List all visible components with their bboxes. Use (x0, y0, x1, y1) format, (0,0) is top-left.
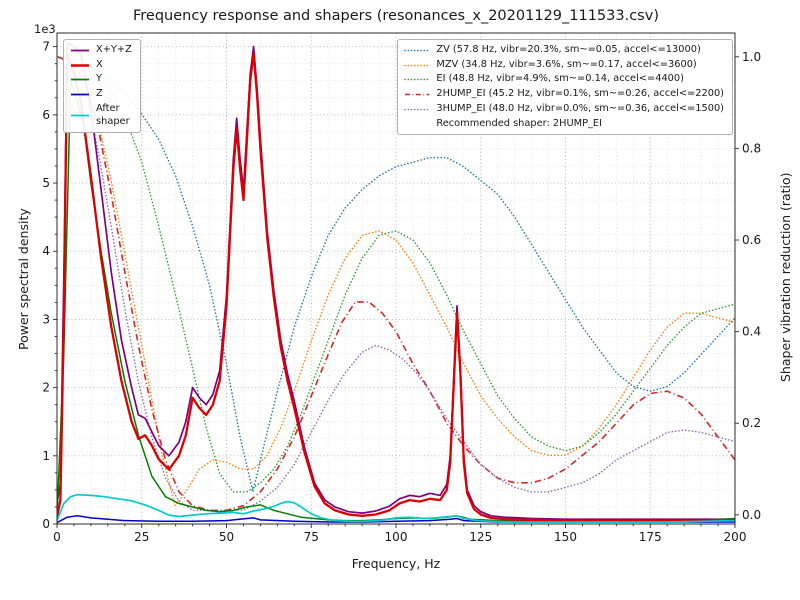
legend-item: 3HUMP_EI (48.0 Hz, vibr=0.0%, sm~=0.36, … (404, 103, 724, 116)
legend-item: X (70, 59, 132, 72)
chart-title: Frequency response and shapers (resonanc… (133, 8, 659, 24)
legend-psd: X+Y+Z X Y Z After shaper (63, 39, 141, 134)
svg-text:0.6: 0.6 (742, 233, 761, 247)
legend-item: Z (70, 88, 132, 101)
legend-label: EI (48.8 Hz, vibr=4.9%, sm~=0.14, accel<… (436, 73, 684, 85)
series-zv (57, 56, 735, 493)
legend-empty-sample (404, 119, 430, 130)
series-2hump-ei (57, 56, 735, 512)
svg-text:150: 150 (554, 530, 577, 544)
legend-line-sample (405, 93, 430, 96)
left-y-axis-label: Power spectral density (16, 208, 31, 350)
svg-text:6: 6 (42, 108, 50, 122)
series-y (57, 79, 735, 523)
svg-text:100: 100 (385, 530, 408, 544)
series-x (57, 52, 735, 522)
legend-line-sample (404, 49, 431, 52)
svg-text:50: 50 (219, 530, 234, 544)
legend-label: Recommended shaper: 2HUMP_EI (436, 117, 603, 129)
legend-item: ZV (57.8 Hz, vibr=20.3%, sm~=0.05, accel… (404, 44, 724, 57)
legend-item: After shaper (70, 103, 132, 128)
series-group (57, 42, 735, 524)
legend-line-sample (71, 49, 89, 52)
legend-label: Y (96, 73, 102, 85)
legend-line-sample (404, 108, 431, 111)
series-mzv (57, 56, 735, 507)
legend-note: Recommended shaper: 2HUMP_EI (404, 118, 724, 131)
legend-item: 2HUMP_EI (45.2 Hz, vibr=0.1%, sm~=0.26, … (404, 88, 724, 101)
legend-line-sample (404, 64, 431, 66)
legend-item: MZV (34.8 Hz, vibr=3.6%, sm~=0.17, accel… (404, 59, 724, 72)
series-after-shaper (57, 493, 735, 523)
legend-label: MZV (34.8 Hz, vibr=3.6%, sm~=0.17, accel… (436, 58, 697, 70)
svg-text:7: 7 (42, 40, 50, 54)
legend-line-sample (404, 79, 431, 81)
svg-text:5: 5 (42, 176, 50, 190)
svg-text:1: 1 (42, 449, 50, 463)
svg-text:25: 25 (134, 530, 149, 544)
svg-text:1.0: 1.0 (742, 50, 761, 64)
svg-text:0.0: 0.0 (742, 508, 761, 522)
svg-text:200: 200 (724, 530, 747, 544)
svg-text:125: 125 (469, 530, 492, 544)
right-y-axis-label: Shaper vibration reduction (ratio) (778, 172, 793, 382)
legend-item: EI (48.8 Hz, vibr=4.9%, sm~=0.14, accel<… (404, 73, 724, 86)
svg-text:0: 0 (42, 517, 50, 531)
legend-label: X (96, 58, 103, 70)
legend-label: After shaper (96, 102, 130, 127)
tick-labels: 0 25 50 75 100 125 150 175 200 0 1 2 3 4 5 6 7 0.0 0.2 0.4 0… (42, 40, 761, 544)
svg-text:175: 175 (639, 530, 662, 544)
svg-text:3: 3 (42, 312, 50, 326)
legend-label: Z (96, 88, 103, 100)
svg-text:0.8: 0.8 (742, 141, 761, 155)
series-ei (57, 56, 735, 493)
legend-label: 2HUMP_EI (45.2 Hz, vibr=0.1%, sm~=0.26, … (436, 88, 724, 100)
svg-text:75: 75 (304, 530, 319, 544)
svg-text:0: 0 (53, 530, 61, 544)
x-axis-label: Frequency, Hz (351, 556, 441, 571)
svg-text:4: 4 (42, 244, 50, 258)
legend-line-sample (71, 78, 89, 81)
legend-label: X+Y+Z (96, 44, 132, 55)
svg-text:0.4: 0.4 (742, 325, 761, 339)
svg-text:0.2: 0.2 (742, 416, 761, 430)
legend-label: 3HUMP_EI (48.0 Hz, vibr=0.0%, sm~=0.36, … (436, 102, 724, 114)
legend-line-sample (71, 93, 89, 96)
legend-item: X+Y+Z (70, 44, 132, 57)
legend-shapers: ZV (57.8 Hz, vibr=20.3%, sm~=0.05, accel… (397, 39, 733, 136)
axis-offset-text: 1e3 (34, 22, 56, 36)
legend-line-sample (71, 63, 89, 67)
legend-label: ZV (57.8 Hz, vibr=20.3%, sm~=0.05, accel… (436, 44, 701, 55)
svg-text:2: 2 (42, 381, 50, 395)
ticks (53, 46, 739, 528)
legend-item: Y (70, 73, 132, 86)
legend-line-sample (71, 114, 89, 117)
